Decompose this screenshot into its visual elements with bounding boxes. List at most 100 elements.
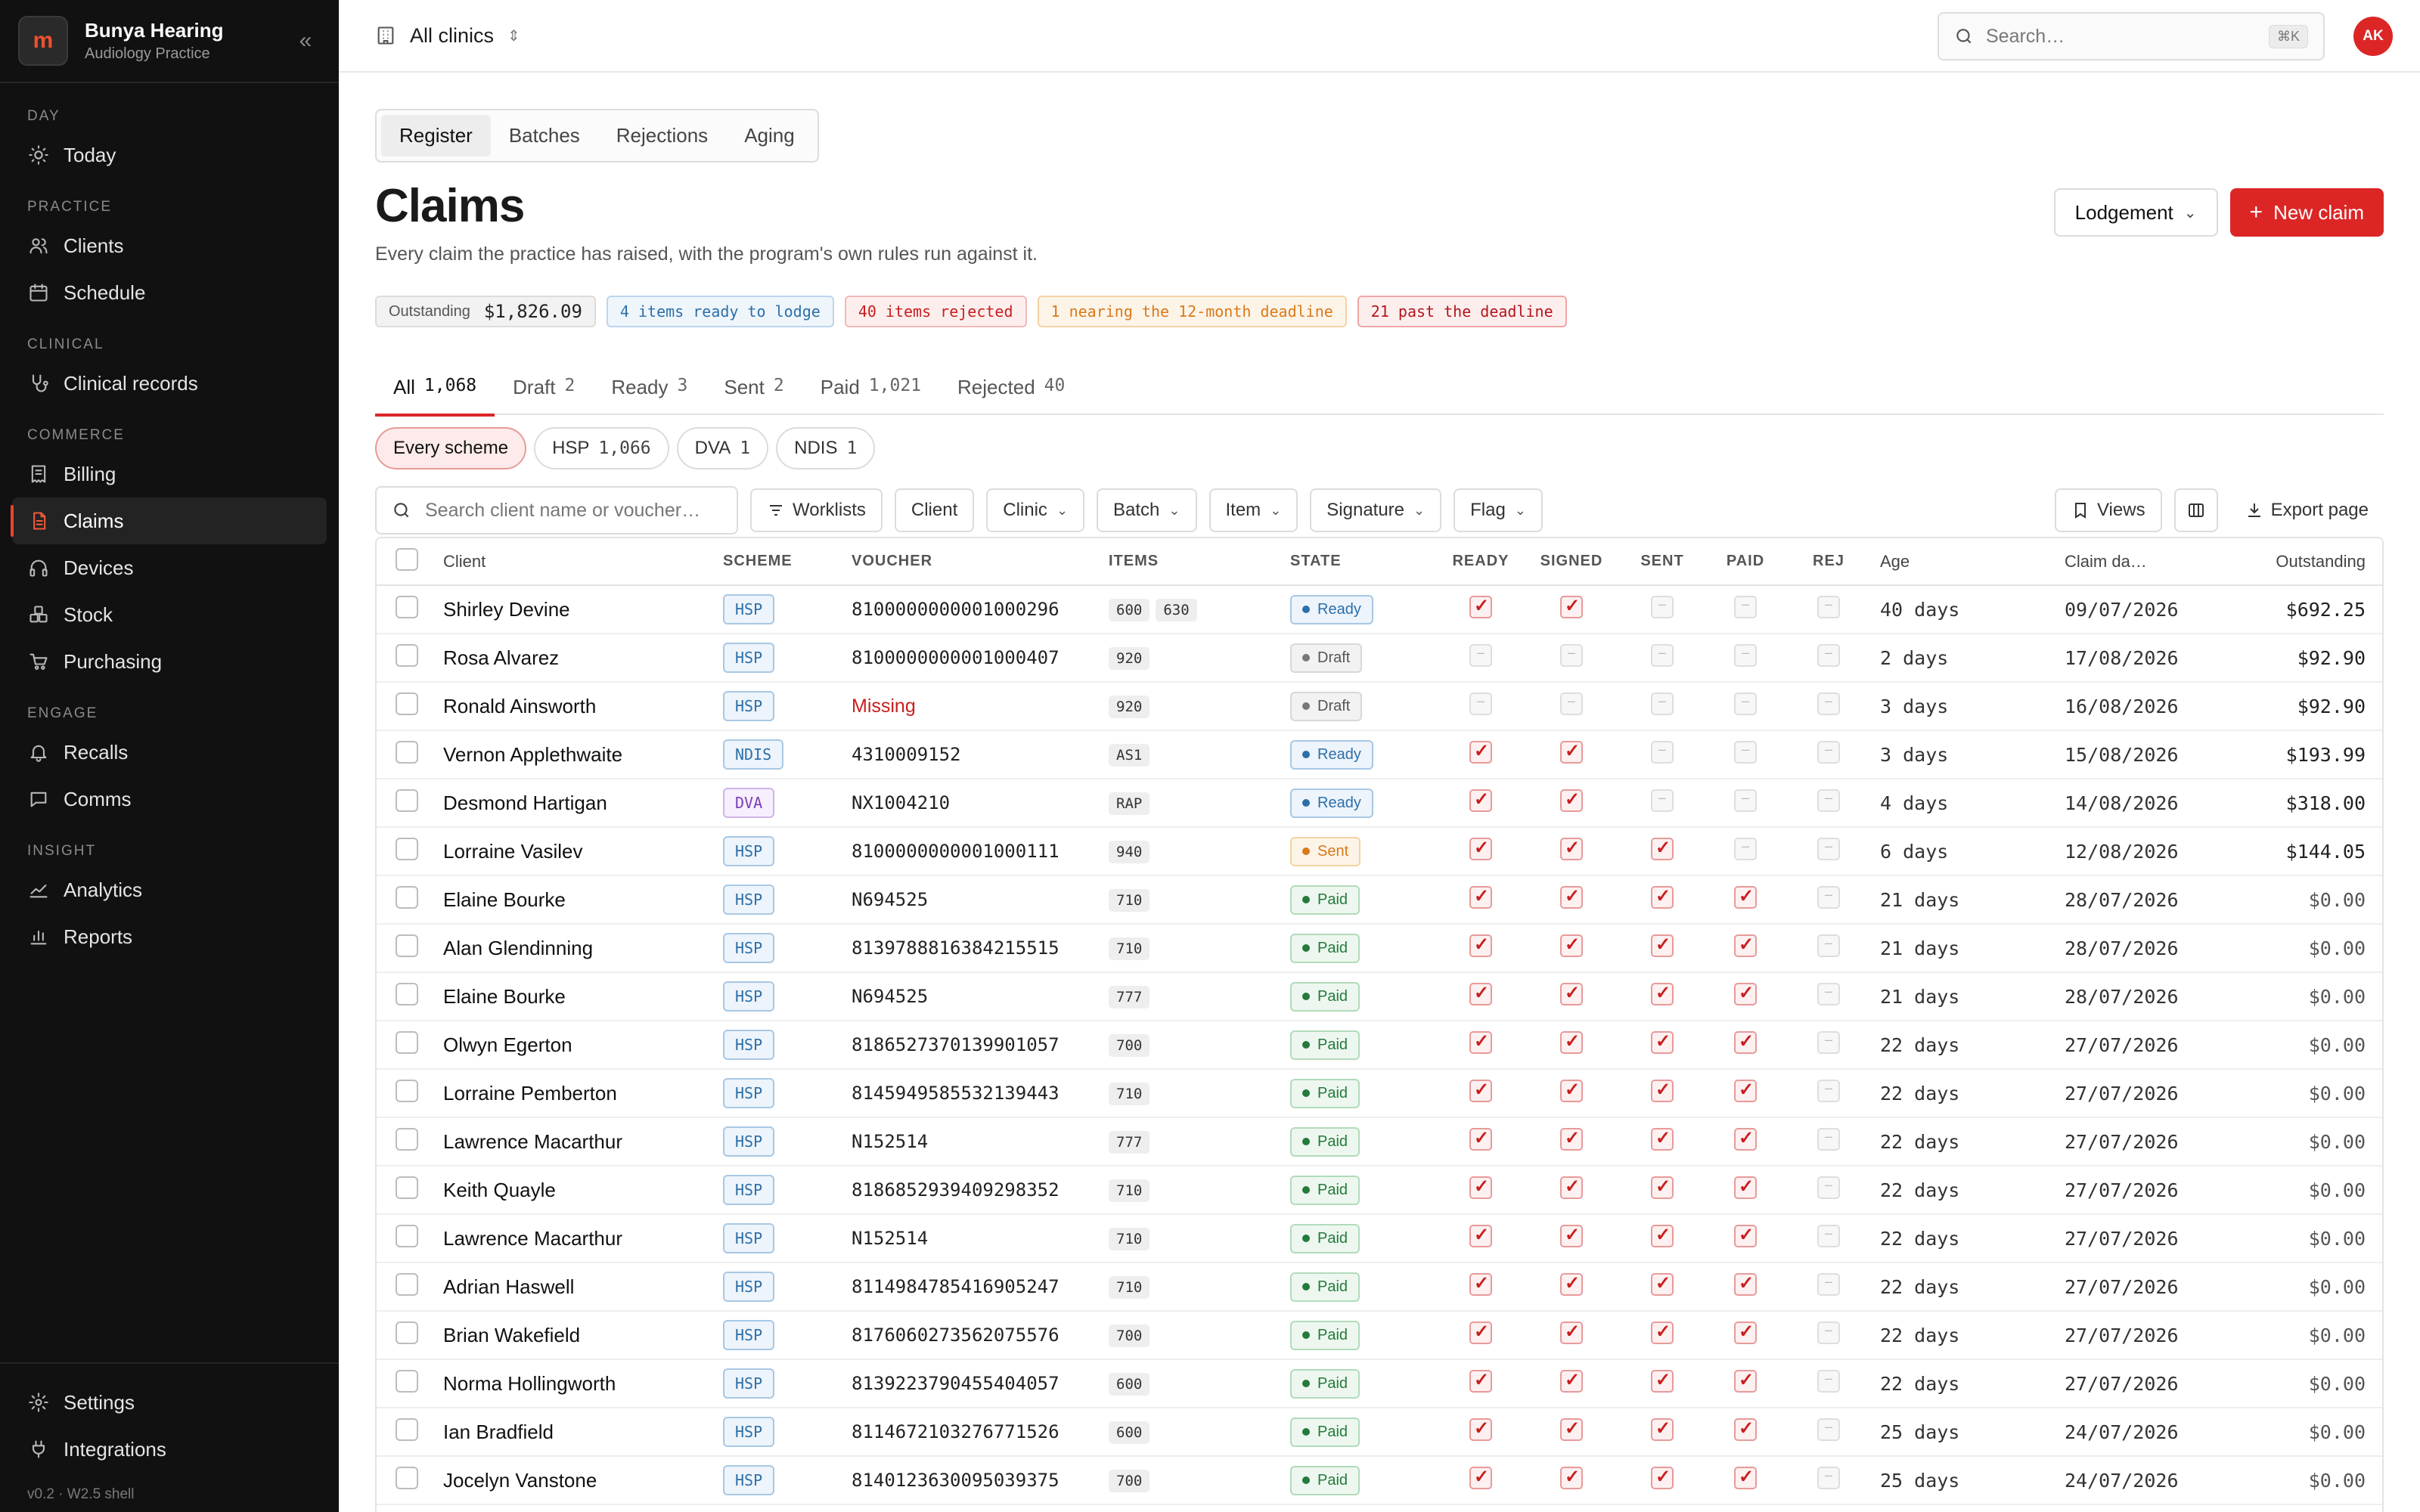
subtab-batches[interactable]: Batches: [508, 124, 580, 147]
sidebar-item-purchasing[interactable]: Purchasing: [12, 638, 327, 685]
table-row[interactable]: Alan Glendinning HSP 8139788816384215515 71…: [377, 924, 2382, 973]
client-name[interactable]: Lawrence Macarthur: [437, 1117, 717, 1167]
client-filter[interactable]: Client: [894, 488, 975, 532]
client-name[interactable]: Alan Glendinning: [437, 924, 717, 973]
client-name[interactable]: Jocelyn Vanstone: [437, 1456, 717, 1505]
table-row[interactable]: Olwyn Egerton HSP 8186527370139901057 700 Pa…: [377, 1021, 2382, 1070]
client-name[interactable]: Keith Quayle: [437, 1166, 717, 1215]
scheme-pill-ndis[interactable]: NDIS 1: [776, 427, 876, 469]
tab-ready[interactable]: Ready 3: [593, 371, 706, 415]
row-select-checkbox[interactable]: [396, 740, 418, 764]
row-select-checkbox[interactable]: [396, 1127, 418, 1151]
column-header-age[interactable]: Age: [1874, 538, 2059, 586]
client-name[interactable]: Adrian Haswell: [437, 1263, 717, 1312]
column-header-items[interactable]: ITEMS: [1103, 538, 1284, 586]
rejected-badge[interactable]: 40 items rejected: [844, 296, 1027, 327]
select-all-checkbox[interactable]: [396, 547, 418, 571]
past-deadline-badge[interactable]: 21 past the deadline: [1357, 296, 1567, 327]
scheme-pill-every-scheme[interactable]: Every scheme: [375, 427, 527, 469]
column-header-sent[interactable]: SENT: [1617, 538, 1708, 586]
table-row[interactable]: Brian Wakefield HSP 8176060273562075576 700…: [377, 1311, 2382, 1360]
row-select-checkbox[interactable]: [396, 1176, 418, 1199]
sidebar-item-reports[interactable]: Reports: [12, 913, 327, 960]
lodgement-button[interactable]: Lodgement ⌄: [2053, 188, 2218, 237]
tab-draft[interactable]: Draft 2: [495, 371, 593, 415]
columns-button[interactable]: [2173, 488, 2218, 532]
table-row[interactable]: Jocelyn Vanstone HSP 8140123630095039375 70…: [377, 1456, 2382, 1505]
sidebar-item-today[interactable]: Today: [12, 132, 327, 178]
sidebar-item-stock[interactable]: Stock: [12, 591, 327, 638]
claims-search-input[interactable]: Search client name or voucher…: [375, 486, 738, 534]
row-select-checkbox[interactable]: [396, 885, 418, 909]
sidebar-item-settings[interactable]: Settings: [12, 1379, 327, 1426]
column-header-voucher[interactable]: VOUCHER: [845, 538, 1103, 586]
row-select-checkbox[interactable]: [396, 934, 418, 957]
client-name[interactable]: Norma Hollingworth: [437, 1359, 717, 1408]
table-row[interactable]: Shirley Devine HSP 8100000000001000296 600 6…: [377, 585, 2382, 634]
scheme-pill-hsp[interactable]: HSP 1,066: [534, 427, 669, 469]
client-name[interactable]: Vernon Applethwaite: [437, 730, 717, 779]
item-filter[interactable]: Item ⌄: [1208, 488, 1298, 532]
views-button[interactable]: Views: [2054, 488, 2162, 532]
subtab-register[interactable]: Register: [381, 115, 491, 156]
table-row[interactable]: Rosa Alvarez HSP 8100000000001000407 920 Dra…: [377, 634, 2382, 683]
sidebar-item-clients[interactable]: Clients: [12, 222, 327, 269]
row-select-checkbox[interactable]: [396, 982, 418, 1005]
client-name[interactable]: Desmond Hartigan: [437, 779, 717, 828]
sidebar-item-claims[interactable]: Claims: [11, 497, 327, 544]
subtab-aging[interactable]: Aging: [744, 124, 795, 147]
column-header-ready[interactable]: READY: [1435, 538, 1526, 586]
sidebar-item-devices[interactable]: Devices: [12, 544, 327, 591]
nearing-deadline-badge[interactable]: 1 nearing the 12-month deadline: [1037, 296, 1347, 327]
export-page-button[interactable]: Export page: [2230, 488, 2384, 532]
sidebar-item-clinical-records[interactable]: Clinical records: [12, 360, 327, 407]
client-name[interactable]: Lorraine Vasilev: [437, 827, 717, 876]
tab-sent[interactable]: Sent 2: [706, 371, 802, 415]
table-row[interactable]: Norma Hollingworth HSP 8139223790455404057…: [377, 1359, 2382, 1408]
client-name[interactable]: Elaine Bourke: [437, 972, 717, 1021]
column-header-rej[interactable]: REJ: [1783, 538, 1874, 586]
column-header-paid[interactable]: PAID: [1708, 538, 1783, 586]
row-select-checkbox[interactable]: [396, 1030, 418, 1054]
ready-to-lodge-badge[interactable]: 4 items ready to lodge: [606, 296, 834, 327]
tab-paid[interactable]: Paid 1,021: [802, 371, 939, 415]
collapse-sidebar-icon[interactable]: «: [299, 28, 312, 53]
batch-filter[interactable]: Batch ⌄: [1097, 488, 1197, 532]
client-name[interactable]: Lawrence Macarthur: [437, 1214, 717, 1263]
row-select-checkbox[interactable]: [396, 1466, 418, 1489]
column-header-signed[interactable]: SIGNED: [1526, 538, 1617, 586]
client-name[interactable]: Rosa Alvarez: [437, 634, 717, 683]
clinic-filter[interactable]: Clinic ⌄: [986, 488, 1085, 532]
table-row[interactable]: Lorraine Vasilev HSP 8100000000001000111 94…: [377, 827, 2382, 876]
scheme-pill-dva[interactable]: DVA 1: [676, 427, 769, 469]
row-select-checkbox[interactable]: [396, 1272, 418, 1296]
row-select-checkbox[interactable]: [396, 1321, 418, 1344]
client-name[interactable]: Olwyn Egerton: [437, 1021, 717, 1070]
signature-filter[interactable]: Signature ⌄: [1310, 488, 1442, 532]
sidebar-item-schedule[interactable]: Schedule: [12, 269, 327, 316]
column-header-state[interactable]: STATE: [1284, 538, 1435, 586]
global-search-input[interactable]: Search… ⌘K: [1938, 12, 2325, 60]
row-select-checkbox[interactable]: [396, 837, 418, 860]
column-header-client[interactable]: Client: [437, 538, 717, 586]
row-select-checkbox[interactable]: [396, 1224, 418, 1247]
table-row[interactable]: Keith Quayle HSP 8186852939409298352 710 Pai…: [377, 1166, 2382, 1215]
new-claim-button[interactable]: + New claim: [2229, 188, 2384, 237]
row-select-checkbox[interactable]: [396, 1079, 418, 1102]
tab-rejected[interactable]: Rejected 40: [939, 371, 1083, 415]
sidebar-item-comms[interactable]: Comms: [12, 776, 327, 823]
client-name[interactable]: Ronald Ainsworth: [437, 682, 717, 731]
client-name[interactable]: Ian Bradfield: [437, 1408, 717, 1457]
column-header-claim-da[interactable]: Claim da…: [2059, 538, 2232, 586]
row-select-checkbox[interactable]: [396, 643, 418, 667]
table-row[interactable]: Lorraine Pemberton HSP 8145949585532139443…: [377, 1069, 2382, 1118]
table-row[interactable]: Vernon Applethwaite NDIS 4310009152 AS1 Read…: [377, 730, 2382, 779]
client-name[interactable]: Shirley Devine: [437, 585, 717, 634]
avatar[interactable]: AK: [2353, 17, 2393, 56]
